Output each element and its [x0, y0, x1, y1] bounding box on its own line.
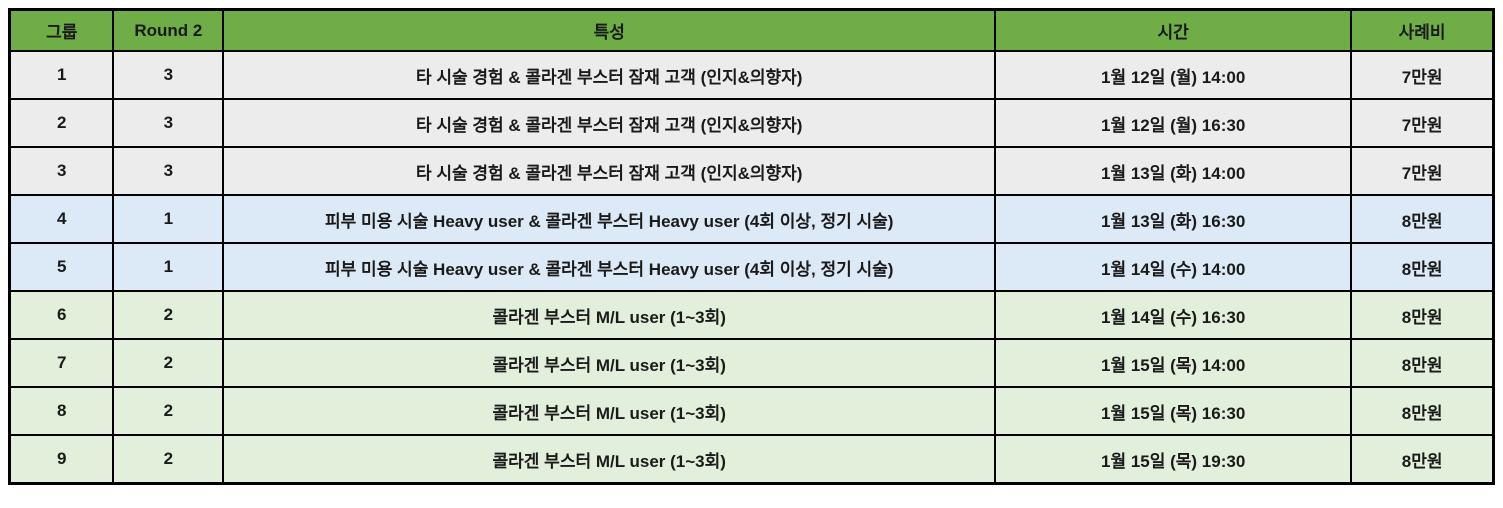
- cell-fee: 8만원: [1350, 242, 1495, 292]
- cell-round: 1: [112, 242, 225, 292]
- column-header-fee: 사례비: [1350, 8, 1495, 52]
- column-header-trait: 특성: [222, 8, 997, 52]
- cell-round: 1: [112, 194, 225, 244]
- cell-group: 8: [8, 386, 115, 436]
- cell-trait: 타 시술 경험 & 콜라겐 부스터 잠재 고객 (인지&의향자): [222, 50, 997, 100]
- table-row: 6 2 콜라겐 부스터 M/L user (1~3회) 1월 14일 (수) 1…: [8, 290, 1495, 340]
- table-row: 1 3 타 시술 경험 & 콜라겐 부스터 잠재 고객 (인지&의향자) 1월 …: [8, 50, 1495, 100]
- cell-time: 1월 15일 (목) 16:30: [994, 386, 1353, 436]
- column-header-group: 그룹: [8, 8, 115, 52]
- column-header-round: Round 2: [112, 8, 225, 52]
- column-header-time: 시간: [994, 8, 1353, 52]
- cell-trait: 콜라겐 부스터 M/L user (1~3회): [222, 386, 997, 436]
- cell-group: 4: [8, 194, 115, 244]
- cell-group: 3: [8, 146, 115, 196]
- cell-round: 3: [112, 146, 225, 196]
- cell-group: 6: [8, 290, 115, 340]
- cell-time: 1월 12일 (월) 16:30: [994, 98, 1353, 148]
- header-row: 그룹 Round 2 특성 시간 사례비: [8, 8, 1495, 52]
- cell-group: 5: [8, 242, 115, 292]
- cell-round: 2: [112, 338, 225, 388]
- cell-trait: 타 시술 경험 & 콜라겐 부스터 잠재 고객 (인지&의향자): [222, 146, 997, 196]
- cell-fee: 7만원: [1350, 98, 1495, 148]
- cell-trait: 콜라겐 부스터 M/L user (1~3회): [222, 338, 997, 388]
- cell-round: 3: [112, 50, 225, 100]
- cell-fee: 8만원: [1350, 194, 1495, 244]
- cell-fee: 8만원: [1350, 338, 1495, 388]
- table-row: 4 1 피부 미용 시술 Heavy user & 콜라겐 부스터 Heavy …: [8, 194, 1495, 244]
- table-row: 8 2 콜라겐 부스터 M/L user (1~3회) 1월 15일 (목) 1…: [8, 386, 1495, 436]
- cell-trait: 콜라겐 부스터 M/L user (1~3회): [222, 434, 997, 485]
- cell-round: 2: [112, 434, 225, 485]
- table-row: 2 3 타 시술 경험 & 콜라겐 부스터 잠재 고객 (인지&의향자) 1월 …: [8, 98, 1495, 148]
- cell-time: 1월 13일 (화) 14:00: [994, 146, 1353, 196]
- table-row: 9 2 콜라겐 부스터 M/L user (1~3회) 1월 15일 (목) 1…: [8, 434, 1495, 485]
- cell-fee: 8만원: [1350, 434, 1495, 485]
- cell-group: 7: [8, 338, 115, 388]
- cell-fee: 8만원: [1350, 386, 1495, 436]
- table-row: 5 1 피부 미용 시술 Heavy user & 콜라겐 부스터 Heavy …: [8, 242, 1495, 292]
- cell-fee: 8만원: [1350, 290, 1495, 340]
- cell-trait: 콜라겐 부스터 M/L user (1~3회): [222, 290, 997, 340]
- cell-round: 2: [112, 290, 225, 340]
- cell-group: 1: [8, 50, 115, 100]
- cell-trait: 타 시술 경험 & 콜라겐 부스터 잠재 고객 (인지&의향자): [222, 98, 997, 148]
- cell-fee: 7만원: [1350, 50, 1495, 100]
- cell-trait: 피부 미용 시술 Heavy user & 콜라겐 부스터 Heavy user…: [222, 194, 997, 244]
- cell-round: 3: [112, 98, 225, 148]
- cell-fee: 7만원: [1350, 146, 1495, 196]
- cell-round: 2: [112, 386, 225, 436]
- table-row: 3 3 타 시술 경험 & 콜라겐 부스터 잠재 고객 (인지&의향자) 1월 …: [8, 146, 1495, 196]
- schedule-table: 그룹 Round 2 특성 시간 사례비 1 3 타 시술 경험 & 콜라겐 부…: [8, 8, 1495, 485]
- cell-time: 1월 15일 (목) 19:30: [994, 434, 1353, 485]
- cell-time: 1월 13일 (화) 16:30: [994, 194, 1353, 244]
- cell-time: 1월 15일 (목) 14:00: [994, 338, 1353, 388]
- cell-group: 2: [8, 98, 115, 148]
- cell-time: 1월 14일 (수) 16:30: [994, 290, 1353, 340]
- table-row: 7 2 콜라겐 부스터 M/L user (1~3회) 1월 15일 (목) 1…: [8, 338, 1495, 388]
- cell-trait: 피부 미용 시술 Heavy user & 콜라겐 부스터 Heavy user…: [222, 242, 997, 292]
- cell-group: 9: [8, 434, 115, 485]
- cell-time: 1월 14일 (수) 14:00: [994, 242, 1353, 292]
- cell-time: 1월 12일 (월) 14:00: [994, 50, 1353, 100]
